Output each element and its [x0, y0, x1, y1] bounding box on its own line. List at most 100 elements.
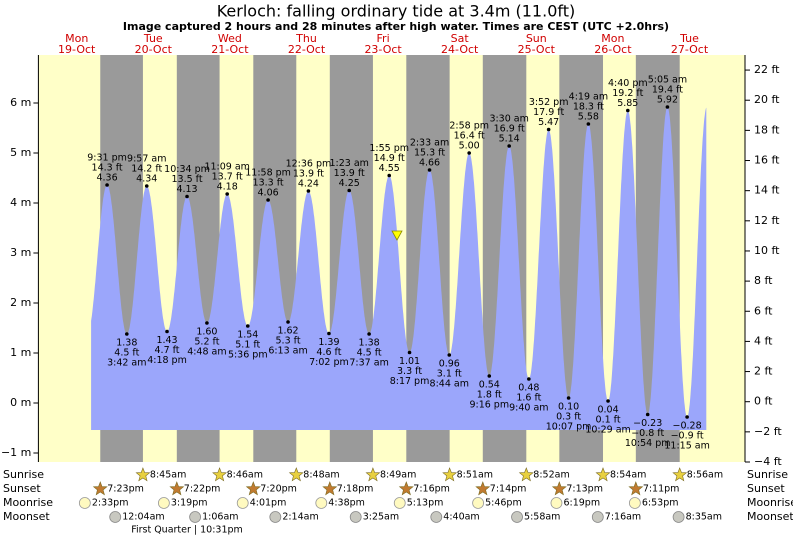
extreme-label: 17.9 ft — [533, 107, 564, 118]
extreme-point — [125, 332, 129, 336]
extreme-label: 9:31 pm — [87, 153, 127, 164]
extreme-label: −0.8 ft — [631, 428, 664, 439]
row-time: 8:52am — [533, 470, 569, 481]
sun-icon — [288, 467, 304, 482]
row-label: Sunset — [747, 482, 785, 495]
y2-tick-label: 6 ft — [754, 304, 773, 317]
y2-tick-label: −2 ft — [754, 425, 782, 438]
extreme-label: 1.6 ft — [516, 393, 541, 404]
y-tick-label: 2 m — [10, 296, 31, 309]
extreme-point — [566, 396, 571, 400]
y-tick-label: 4 m — [10, 196, 31, 209]
row-label: Sunrise — [747, 468, 788, 481]
y-tick-label: 6 m — [10, 96, 31, 109]
extreme-label: 4:48 am — [187, 347, 226, 358]
extreme-point — [144, 184, 149, 188]
day-date: 22-Oct — [288, 43, 326, 56]
y2-tick-label: 12 ft — [754, 214, 780, 227]
extreme-label: 1.38 — [116, 338, 137, 349]
sun-icon — [92, 481, 108, 496]
moon-icon — [109, 511, 122, 523]
day-name: Tue — [143, 32, 163, 45]
extreme-label: 5.3 ft — [276, 336, 301, 347]
extreme-label: 16.4 ft — [454, 131, 485, 142]
extreme-label: 3.3 ft — [397, 366, 422, 377]
row-time: 7:18pm — [337, 484, 374, 495]
row-time: 7:22pm — [184, 484, 221, 495]
extreme-point — [665, 105, 670, 109]
extreme-point — [685, 415, 689, 419]
extreme-label: 4:19 am — [569, 92, 608, 103]
extreme-label: 19.4 ft — [652, 85, 683, 96]
extreme-point — [407, 350, 412, 355]
extreme-label: 14.9 ft — [374, 153, 405, 164]
chart-title: Kerloch: falling ordinary tide at 3.4m (… — [217, 2, 576, 21]
extreme-label: −0.28 — [673, 421, 702, 432]
extreme-point — [387, 173, 392, 178]
chart-subtitle: Image captured 2 hours and 28 minutes af… — [123, 20, 669, 33]
extreme-label: 6:13 am — [268, 346, 307, 357]
row-time: 8:46am — [227, 470, 263, 481]
row-time: 8:56am — [687, 470, 723, 481]
y2-tick-label: 8 ft — [754, 274, 773, 287]
extreme-point — [105, 183, 109, 187]
extreme-label: 4.18 — [217, 182, 238, 193]
extreme-point — [427, 168, 432, 172]
current-marker — [391, 230, 403, 241]
extreme-label: 7:02 pm — [309, 357, 349, 368]
moon-icon — [672, 511, 685, 523]
row-time: 7:16am — [605, 512, 641, 523]
row-time: 12:04am — [122, 512, 164, 523]
row-time: 8:35am — [686, 512, 722, 523]
day-name: Sun — [526, 32, 547, 45]
extreme-label: 5.14 — [499, 134, 520, 145]
extreme-label: 1.60 — [196, 327, 217, 338]
extreme-point — [507, 144, 511, 148]
extreme-label: 3:30 am — [489, 114, 528, 125]
extreme-label: 1.38 — [359, 338, 380, 349]
extreme-label: 4.06 — [258, 188, 279, 199]
y-tick-label: 1 m — [10, 346, 31, 359]
day-name: Tue — [679, 32, 699, 45]
y-tick-label: 5 m — [10, 146, 31, 159]
extreme-point — [327, 331, 331, 336]
day-date: 26-Oct — [594, 43, 632, 56]
y2-tick-label: 16 ft — [754, 154, 780, 167]
extreme-label: 4.5 ft — [114, 348, 139, 359]
y2-tick-label: 10 ft — [754, 244, 780, 257]
extreme-label: 13.3 ft — [253, 178, 284, 189]
y2-tick-label: 18 ft — [754, 123, 780, 136]
extreme-point — [606, 399, 610, 403]
row-label: Sunrise — [3, 468, 44, 481]
extreme-label: 9:40 am — [509, 403, 548, 414]
sun-icon — [212, 467, 228, 482]
row-time: 3:19pm — [171, 498, 208, 509]
moon-icon — [430, 511, 443, 523]
moon-icon — [393, 497, 406, 509]
extreme-label: 5.2 ft — [194, 337, 219, 348]
row-label: Moonrise — [747, 496, 793, 509]
row-time: 2:14am — [282, 512, 318, 523]
extreme-label: 2:33 am — [410, 138, 449, 149]
extreme-label: 0.48 — [518, 383, 539, 394]
extreme-label: 4.34 — [136, 174, 157, 185]
row-time: 7:16pm — [413, 484, 450, 495]
day-name: Mon — [65, 32, 88, 45]
day-date: 21-Oct — [211, 43, 249, 56]
extreme-label: 1:55 pm — [369, 143, 409, 154]
row-time: 7:20pm — [260, 484, 297, 495]
extreme-label: 4.5 ft — [357, 348, 382, 359]
row-time: 6:53pm — [642, 498, 679, 509]
extreme-label: 1.62 — [277, 326, 298, 337]
extreme-label: 8:44 am — [430, 379, 469, 390]
extreme-label: 0.3 ft — [556, 412, 581, 423]
extreme-point — [586, 122, 591, 126]
moon-phase: First Quarter | 10:31pm — [131, 525, 243, 536]
extreme-label: 13.9 ft — [293, 169, 324, 180]
extreme-label: 14.2 ft — [131, 164, 162, 175]
y-tick-label: −1 m — [1, 446, 31, 459]
extreme-label: 5.1 ft — [235, 340, 260, 351]
day-name: Mon — [601, 32, 624, 45]
moon-icon — [157, 497, 170, 509]
